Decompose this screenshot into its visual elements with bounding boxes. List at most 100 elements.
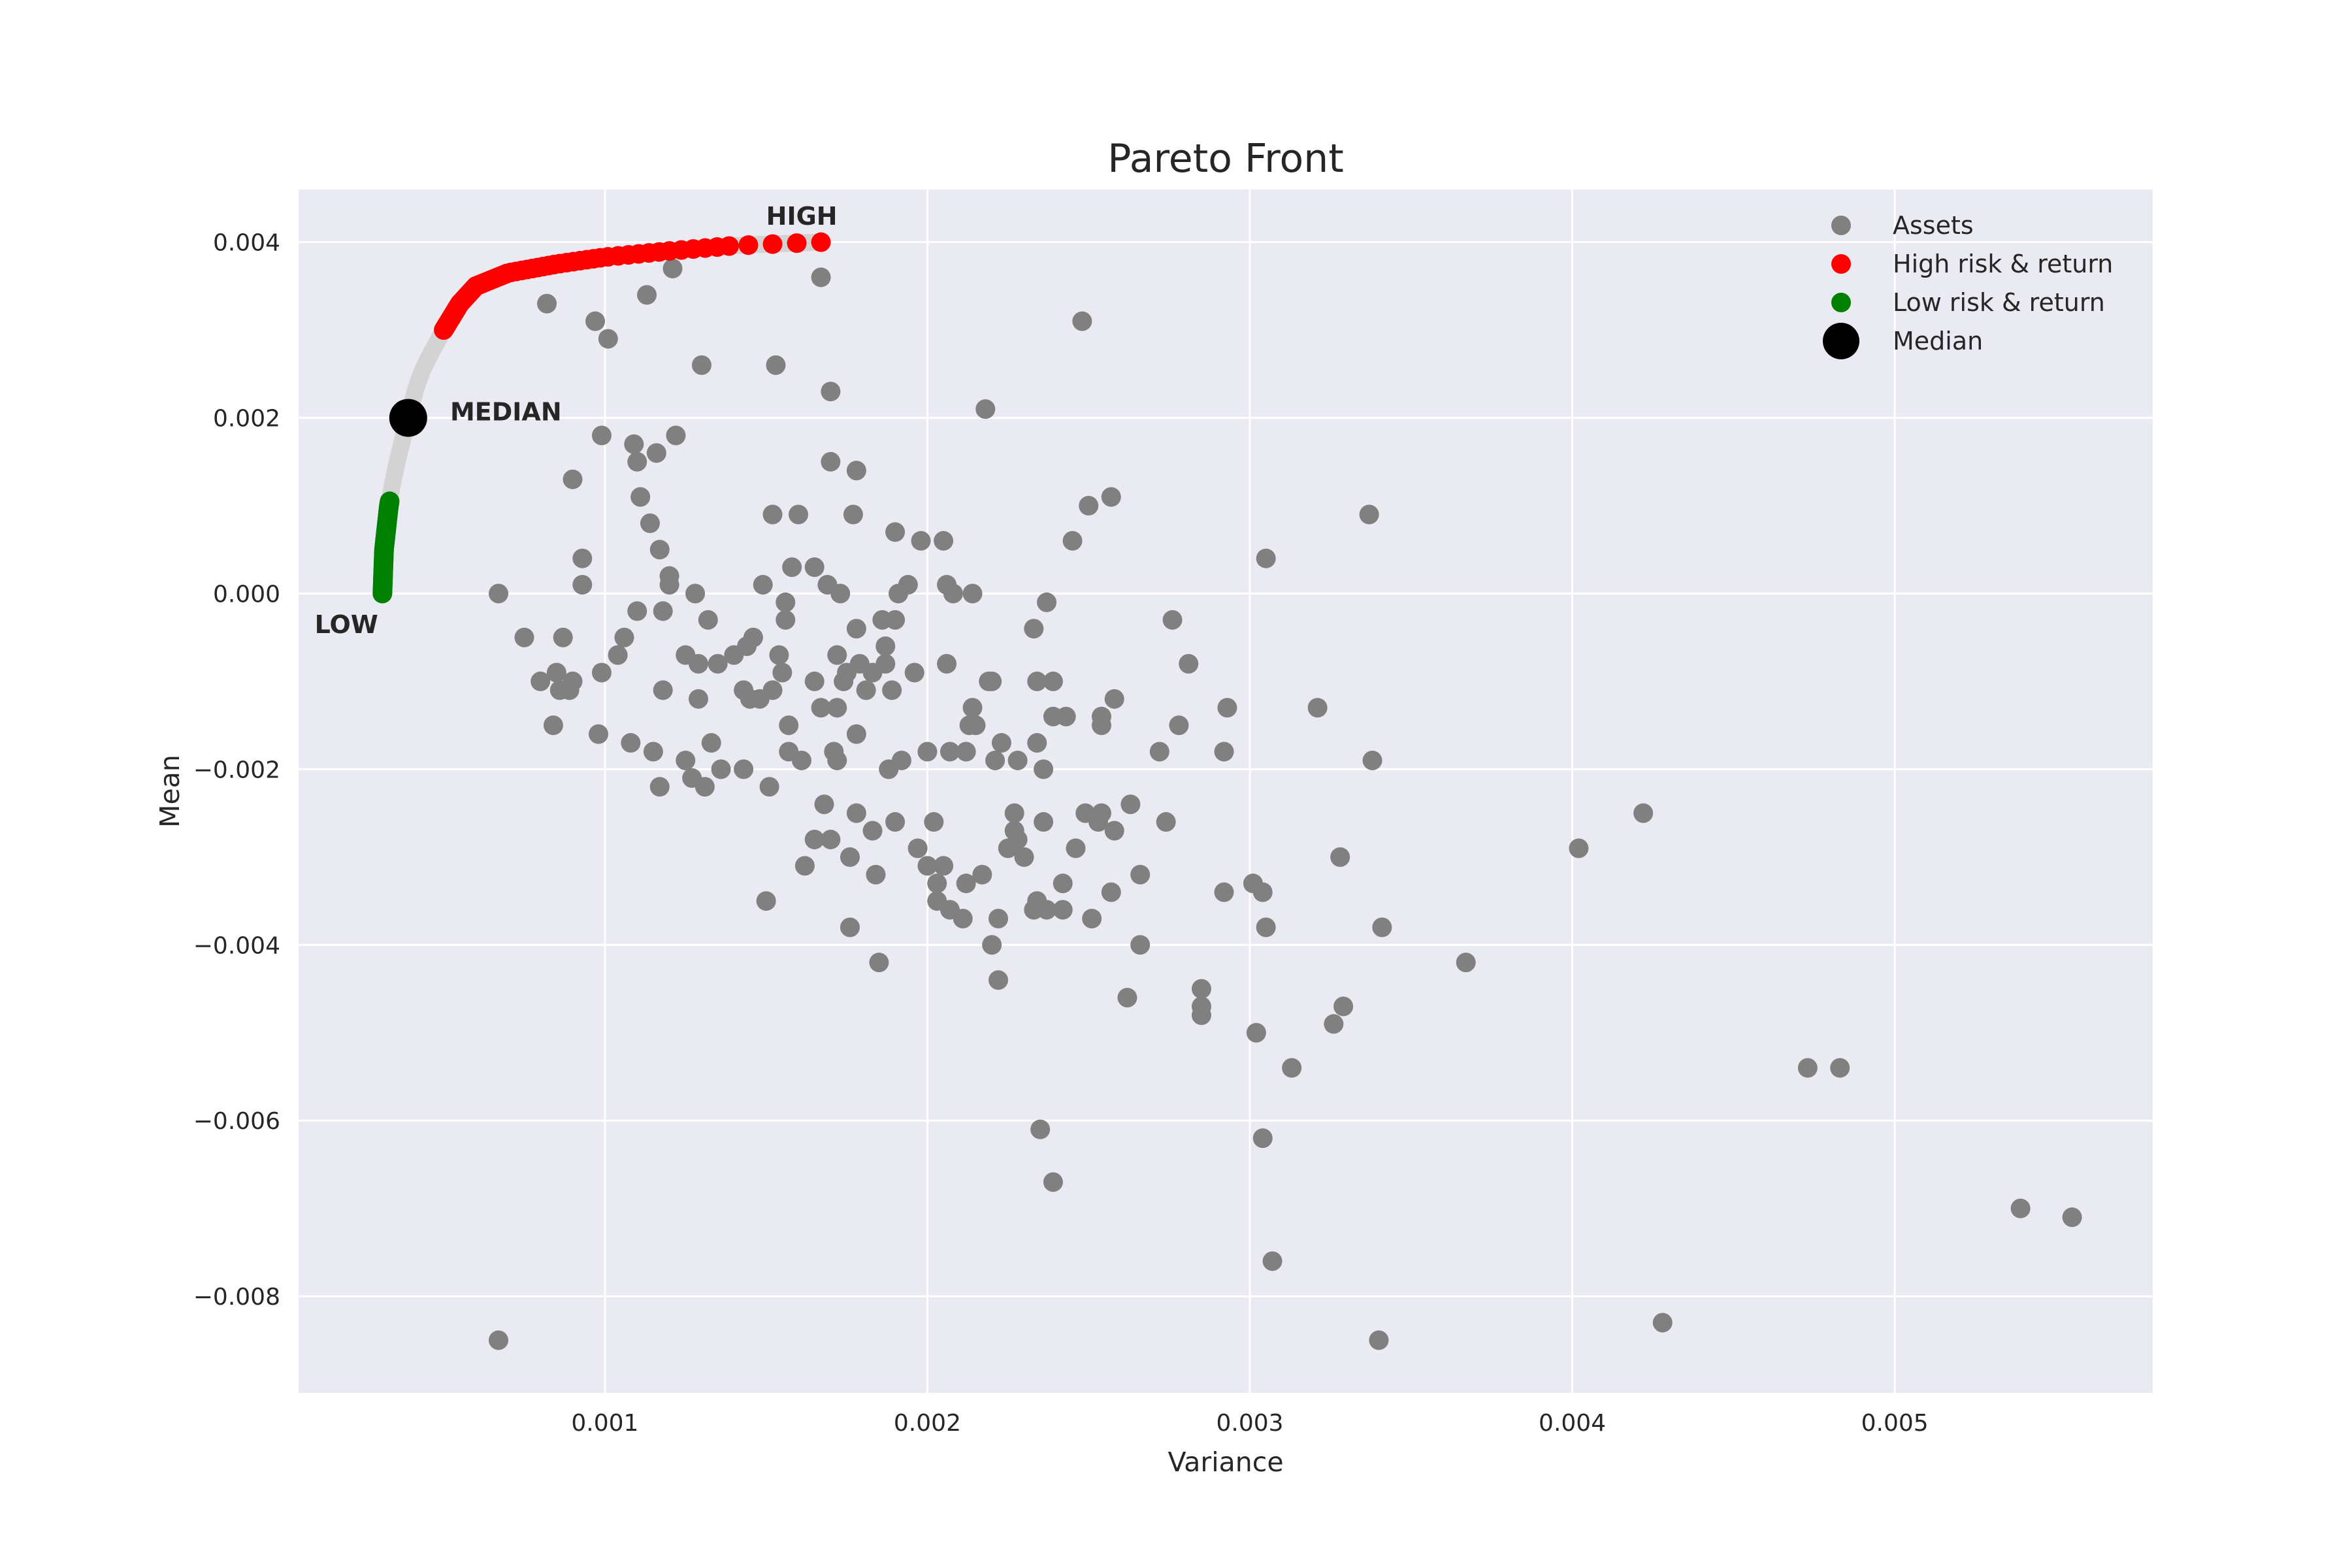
high-risk-point: [787, 233, 807, 253]
asset-point: [1037, 900, 1057, 920]
asset-point: [1053, 900, 1073, 920]
asset-point: [1043, 671, 1063, 691]
asset-point: [2062, 1207, 2082, 1228]
annotations: HIGH MEDIAN LOW: [315, 202, 838, 639]
asset-point: [827, 750, 847, 770]
asset-point: [811, 267, 831, 287]
asset-point: [1027, 671, 1047, 691]
asset-point: [637, 285, 657, 305]
asset-point: [701, 733, 721, 753]
asset-point: [917, 856, 938, 876]
asset-point: [814, 794, 834, 815]
asset-point: [875, 654, 896, 674]
asset-point: [1072, 311, 1092, 331]
asset-point: [1014, 847, 1034, 867]
asset-point: [614, 627, 634, 647]
asset-point: [904, 662, 924, 683]
asset-point: [1082, 908, 1102, 928]
asset-point: [1130, 864, 1151, 885]
asset-point: [776, 610, 796, 630]
asset-point: [1043, 1172, 1063, 1192]
chart-title: Pareto Front: [1107, 136, 1344, 182]
asset-point: [1214, 882, 1234, 902]
asset-point: [1162, 610, 1183, 630]
asset-point: [827, 698, 847, 718]
annotation-median: MEDIAN: [450, 398, 562, 427]
asset-point: [811, 698, 831, 718]
asset-point: [856, 680, 876, 700]
x-tick-label: 0.005: [1861, 1410, 1929, 1437]
legend: Assets High risk & return Low risk & retur…: [1823, 211, 2113, 359]
asset-point: [1333, 996, 1354, 1017]
asset-point: [1256, 548, 1276, 568]
asset-point: [1456, 953, 1476, 973]
asset-point: [791, 750, 811, 770]
y-tick-label: −0.008: [193, 1284, 280, 1311]
asset-point: [572, 548, 593, 568]
asset-point: [1030, 1119, 1051, 1139]
asset-point: [1359, 504, 1379, 525]
asset-point: [543, 715, 563, 736]
asset-point: [1217, 698, 1237, 718]
asset-point: [589, 724, 609, 744]
asset-point: [1282, 1058, 1302, 1078]
asset-point: [1079, 496, 1099, 516]
asset-point: [804, 829, 825, 849]
asset-point: [804, 671, 825, 691]
asset-point: [827, 645, 847, 665]
asset-point: [537, 293, 557, 314]
asset-point: [866, 864, 886, 885]
x-tick-label: 0.001: [571, 1410, 638, 1437]
asset-point: [1091, 803, 1111, 823]
asset-point: [821, 829, 841, 849]
asset-point: [624, 434, 644, 454]
asset-point: [982, 671, 1002, 691]
asset-point: [875, 636, 896, 657]
y-tick-label: 0.004: [213, 230, 280, 257]
y-tick-label: −0.002: [193, 757, 280, 783]
asset-point: [885, 610, 906, 630]
asset-point: [966, 715, 986, 736]
legend-marker: [1831, 254, 1851, 274]
asset-point: [1007, 750, 1028, 770]
asset-point: [734, 759, 754, 779]
high-risk-point: [811, 232, 831, 252]
legend-marker: [1823, 323, 1859, 359]
asset-point: [789, 504, 809, 525]
asset-point: [546, 662, 566, 683]
asset-point: [1169, 715, 1189, 736]
asset-point: [779, 715, 799, 736]
asset-point: [708, 654, 728, 674]
asset-point: [1120, 794, 1141, 815]
asset-point: [756, 891, 776, 911]
asset-point: [934, 856, 954, 876]
y-tick-label: −0.006: [193, 1108, 280, 1135]
asset-point: [676, 750, 696, 770]
asset-point: [685, 583, 706, 604]
asset-point: [608, 645, 628, 665]
high-risk-point: [762, 234, 783, 254]
asset-point: [804, 557, 825, 578]
asset-point: [1633, 803, 1654, 823]
asset-point: [1104, 689, 1124, 709]
asset-point: [646, 443, 666, 463]
asset-point: [917, 742, 938, 762]
legend-label: High risk & return: [1893, 250, 2113, 278]
asset-point: [937, 654, 957, 674]
asset-point: [1034, 812, 1054, 832]
asset-point: [689, 654, 709, 674]
asset-point: [653, 680, 673, 700]
asset-point: [1037, 592, 1057, 612]
asset-point: [821, 451, 841, 472]
x-tick-label: 0.002: [894, 1410, 961, 1437]
low-risk-point: [380, 491, 400, 512]
asset-point: [489, 1330, 509, 1350]
asset-point: [769, 645, 789, 665]
asset-point: [840, 847, 860, 867]
asset-point: [956, 742, 976, 762]
asset-point: [846, 803, 866, 823]
asset-point: [1101, 487, 1121, 507]
asset-point: [1307, 698, 1328, 718]
asset-point: [943, 583, 963, 604]
asset-point: [489, 583, 509, 604]
